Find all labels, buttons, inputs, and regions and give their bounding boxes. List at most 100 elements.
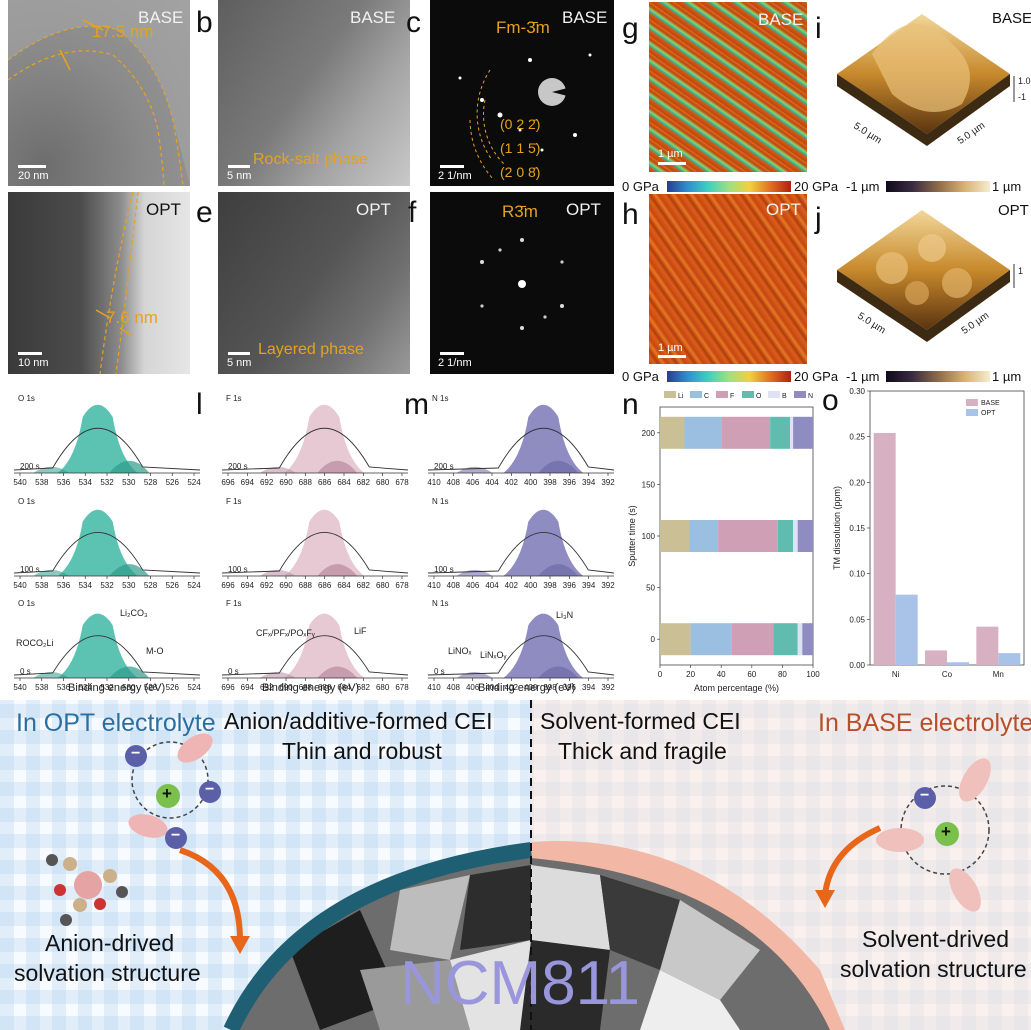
xps-l-peak-label-2: CFₓ/PFₓ/POₓFᵧ — [256, 628, 315, 638]
xps-m-tick-0-8: 394 — [582, 478, 596, 487]
tem-f-scalebar — [440, 352, 464, 355]
xps-k-tick-0-6: 528 — [144, 478, 158, 487]
xps-m-tick-1-4: 402 — [505, 581, 519, 590]
xps-l-tick-1-9: 678 — [395, 581, 409, 590]
map-h-scalebar — [658, 355, 686, 358]
tem-b-tag: BASE — [350, 8, 396, 27]
xps-m-envelope-0 — [427, 427, 615, 471]
xps-l-peak-side-2 — [317, 666, 358, 678]
xps-k-time-1: 100 s — [20, 565, 40, 574]
xps-l-time-1: 100 s — [228, 565, 248, 574]
xps-l-core-2: F 1s — [226, 599, 242, 608]
label-o: o — [822, 384, 839, 417]
chart-o-legend-BASE: BASE — [981, 400, 1000, 407]
chart-o-ytick-0.30: 0.30 — [849, 387, 865, 396]
xps-k-tick-0-8: 524 — [187, 478, 201, 487]
xps-m-peak-main-2 — [503, 613, 584, 678]
xps-l-peak-main-0 — [284, 404, 365, 473]
chart-n: Li C F O B N 0 20 40 60 80 100 0 50 100 150 200 Atom perc… — [627, 391, 820, 693]
xps-m-tick-1-8: 394 — [582, 581, 596, 590]
tem-a-tag: BASE — [138, 8, 184, 27]
chart-n-ytick-150: 150 — [642, 480, 656, 489]
xps-m-tick-0-2: 406 — [466, 478, 480, 487]
xps-l-time-0: 200 s — [228, 462, 248, 471]
xps-m-core-2: N 1s — [432, 599, 448, 608]
height-bar-max-1: 1 µm — [992, 179, 1022, 194]
chart-n-bar-B-200 — [790, 416, 794, 449]
map-g-scalebar — [658, 162, 686, 165]
xps-m-tick-0-7: 396 — [563, 478, 577, 487]
xps-k-tick-2-0: 540 — [13, 683, 27, 692]
chart-n-bar-Li-200 — [660, 416, 685, 449]
xps-l-tick-2-4: 688 — [299, 683, 313, 692]
chart-n-ytick-200: 200 — [642, 429, 656, 438]
tem-b-scale: 5 nm — [227, 170, 252, 182]
xps-m-tick-2-9: 392 — [601, 683, 615, 692]
xps-m-time-2: 0 s — [434, 667, 445, 676]
xps-k-tick-1-6: 528 — [144, 581, 158, 590]
tem-panel-e — [218, 192, 410, 374]
xps-k-tick-1-8: 524 — [187, 581, 201, 590]
tem-b-phase: Rock-salt phase — [253, 151, 368, 168]
xps-k-peak-label-3: M-O — [146, 646, 164, 656]
chart-n-legend-C: C — [704, 393, 709, 400]
xps-l-tick-0-7: 682 — [357, 478, 371, 487]
tem-b-scalebar — [228, 165, 250, 168]
chart-n-bar-C-0 — [690, 623, 732, 656]
chart-o-legend-swatch-OPT — [966, 409, 978, 416]
afm-j-ztop: 1 — [1018, 266, 1024, 276]
xps-l-tick-0-2: 692 — [260, 478, 274, 487]
xps-l-xlabel: Binding energy (eV) — [262, 682, 360, 694]
xps-k-tick-0-7: 526 — [166, 478, 180, 487]
chart-n-bar-B-100 — [793, 520, 798, 552]
xps-m-tick-1-2: 406 — [466, 581, 480, 590]
xps-k-peak-label-1: Li₂CO₃ — [120, 608, 148, 618]
label-i: i — [815, 12, 822, 45]
xps-k-peak-main-2 — [57, 613, 138, 678]
xps-l-peak-main-2 — [284, 613, 365, 678]
label-g: g — [622, 12, 639, 45]
modulus-map-h — [649, 194, 807, 364]
chart-o-bar-OPT-Ni — [895, 594, 918, 665]
tem-f-scale: 2 1/nm — [438, 357, 472, 369]
scheme-right-solv-2: solvation structure — [840, 956, 1027, 982]
tem-d-outline — [95, 192, 139, 374]
chart-o-bar-OPT-Co — [947, 662, 969, 665]
chart-n-bar-N-200 — [793, 416, 813, 449]
xps-k-core-2: O 1s — [18, 599, 35, 608]
ion-minus-left-3: − — [171, 827, 181, 844]
xps-spectra: O 1s 200 s 540 538 536 534 532 530 528 526 524 O 1s… — [13, 394, 615, 692]
modulus-bar-min-2: 0 GPa — [622, 369, 659, 384]
height-bar-min-1: -1 µm — [846, 179, 880, 194]
xps-m-tick-0-0: 410 — [427, 478, 441, 487]
ion-minus-left-2: − — [205, 781, 215, 798]
chart-n-legend-B: B — [782, 393, 787, 400]
xps-k-tick-1-5: 530 — [122, 581, 136, 590]
xps-k-peak-main-1 — [57, 509, 138, 576]
chart-o-legend-OPT: OPT — [981, 410, 996, 417]
xps-k-core-1: O 1s — [18, 497, 35, 506]
tem-panel-f — [430, 192, 614, 374]
label-j: j — [815, 202, 822, 235]
chart-n-xlabel: Atom percentage (%) — [694, 683, 779, 693]
label-b: b — [196, 6, 213, 39]
xps-m-tick-0-4: 402 — [505, 478, 519, 487]
afm-i-ztop: 1.0 — [1018, 76, 1031, 86]
chart-n-legend-N: N — [808, 393, 813, 400]
tem-c-ring1: (0 2 2̄) — [500, 116, 541, 132]
height-colorbar-1 — [886, 181, 990, 192]
ion-minus-left-1: − — [131, 745, 141, 762]
tem-a-scale: 20 nm — [18, 170, 49, 182]
xps-m-tick-2-1: 408 — [447, 683, 461, 692]
tem-a-outline — [8, 0, 190, 186]
xps-l-tick-2-0: 696 — [221, 683, 235, 692]
chart-n-xtick-20: 20 — [686, 670, 695, 679]
modulus-bar-min-1: 0 GPa — [622, 179, 659, 194]
xps-m-tick-2-6: 398 — [543, 683, 557, 692]
tem-d-scalebar — [18, 352, 42, 355]
xps-l-peak-main-1 — [284, 509, 365, 576]
xps-m-tick-0-5: 400 — [524, 478, 538, 487]
label-c: c — [406, 6, 421, 39]
tem-e-phase: Layered phase — [258, 341, 364, 358]
xps-m-tick-0-1: 408 — [447, 478, 461, 487]
